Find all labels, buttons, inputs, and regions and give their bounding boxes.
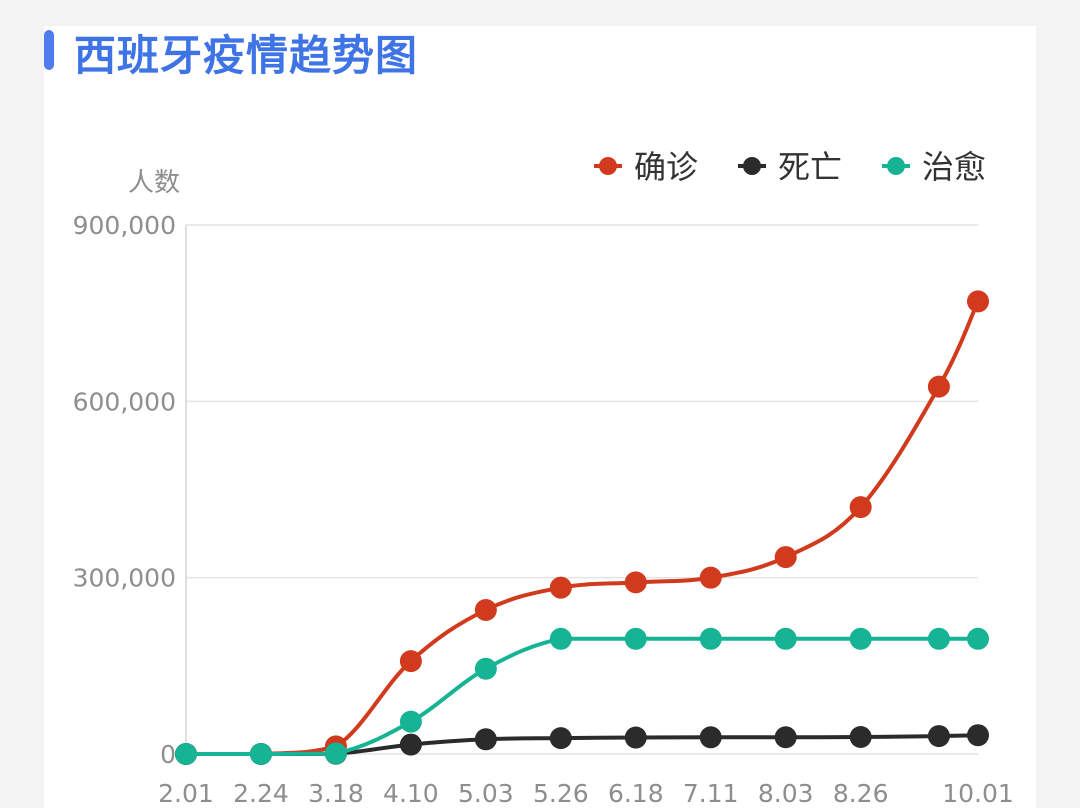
chart-card bbox=[44, 26, 1036, 808]
data-point-治愈[interactable] bbox=[774, 627, 797, 650]
legend-marker bbox=[887, 157, 905, 175]
data-point-治愈[interactable] bbox=[927, 627, 950, 650]
legend[interactable]: 确诊 死亡 治愈 bbox=[594, 148, 986, 186]
y-tick-label: 0 bbox=[160, 740, 176, 769]
x-tick-label: 8.03 bbox=[758, 779, 814, 808]
data-point-确诊[interactable] bbox=[474, 598, 497, 621]
x-tick-label: 6.18 bbox=[608, 779, 664, 808]
series-line-确诊 bbox=[186, 300, 980, 757]
x-tick-label: 2.24 bbox=[233, 779, 289, 808]
data-point-确诊[interactable] bbox=[967, 290, 989, 313]
legend-item-死亡[interactable]: 死亡 bbox=[738, 148, 842, 186]
x-tick-label: 5.26 bbox=[533, 779, 589, 808]
legend-label: 确诊 bbox=[634, 148, 698, 186]
data-point-治愈[interactable] bbox=[175, 743, 197, 765]
legend-label: 治愈 bbox=[922, 148, 986, 186]
data-point-死亡[interactable] bbox=[967, 724, 989, 747]
data-point-确诊[interactable] bbox=[549, 576, 572, 599]
x-tick-label: 10.01 bbox=[942, 779, 1014, 808]
axes: 0 300,000 600,000 900,000 2.01 2.24 3.18 4.10 5.… bbox=[73, 211, 1014, 808]
x-tick-label: 4.10 bbox=[383, 779, 439, 808]
legend-item-治愈[interactable]: 治愈 bbox=[882, 148, 986, 186]
legend-label: 死亡 bbox=[778, 148, 842, 186]
series-lines bbox=[175, 290, 989, 765]
data-point-死亡[interactable] bbox=[399, 733, 422, 756]
data-point-治愈[interactable] bbox=[249, 743, 272, 765]
data-point-死亡[interactable] bbox=[927, 725, 950, 748]
data-point-治愈[interactable] bbox=[324, 742, 347, 765]
data-point-治愈[interactable] bbox=[624, 627, 647, 650]
y-tick-label: 900,000 bbox=[73, 211, 176, 240]
data-point-治愈[interactable] bbox=[474, 657, 497, 680]
x-tick-label: 8.26 bbox=[833, 779, 889, 808]
grid-lines bbox=[186, 224, 978, 755]
data-point-确诊[interactable] bbox=[927, 375, 950, 398]
y-axis-label: 人数 bbox=[128, 168, 180, 198]
legend-item-确诊[interactable]: 确诊 bbox=[594, 148, 698, 186]
title-accent-bar bbox=[44, 30, 54, 70]
y-tick-label: 600,000 bbox=[73, 387, 176, 416]
data-point-治愈[interactable] bbox=[849, 627, 872, 650]
data-point-确诊[interactable] bbox=[624, 571, 647, 594]
x-tick-label: 2.01 bbox=[158, 779, 214, 808]
x-tick-label: 7.11 bbox=[683, 779, 739, 808]
data-point-治愈[interactable] bbox=[699, 627, 722, 650]
data-point-治愈[interactable] bbox=[967, 627, 989, 650]
y-tick-label: 300,000 bbox=[73, 564, 176, 593]
data-point-死亡[interactable] bbox=[549, 727, 572, 750]
data-point-死亡[interactable] bbox=[774, 726, 797, 749]
data-point-治愈[interactable] bbox=[549, 627, 572, 650]
data-point-确诊[interactable] bbox=[849, 496, 872, 519]
legend-marker bbox=[599, 157, 617, 175]
data-point-死亡[interactable] bbox=[699, 726, 722, 749]
x-tick-label: 5.03 bbox=[458, 779, 514, 808]
data-point-死亡[interactable] bbox=[474, 728, 497, 751]
page-title: 西班牙疫情趋势图 bbox=[74, 31, 419, 80]
x-tick-label: 3.18 bbox=[308, 779, 364, 808]
data-point-死亡[interactable] bbox=[624, 726, 647, 749]
data-point-治愈[interactable] bbox=[399, 710, 422, 733]
legend-marker bbox=[743, 157, 761, 175]
data-point-确诊[interactable] bbox=[774, 546, 797, 569]
data-point-确诊[interactable] bbox=[699, 566, 722, 589]
data-point-死亡[interactable] bbox=[849, 726, 872, 749]
data-point-确诊[interactable] bbox=[399, 650, 422, 673]
